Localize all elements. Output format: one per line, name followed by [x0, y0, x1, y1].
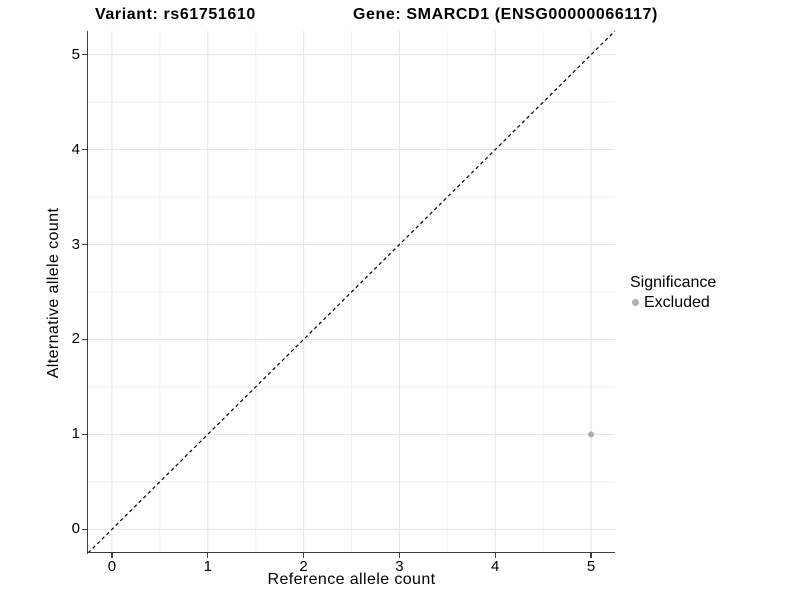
y-tick-label: 1	[71, 425, 80, 443]
y-tick-mark	[82, 243, 87, 246]
y-tick-mark	[82, 338, 87, 341]
excluded-point-icon	[632, 299, 639, 306]
legend-entry-label: Excluded	[644, 294, 710, 311]
legend: Significance Excluded	[630, 273, 716, 312]
y-tick-mark	[82, 433, 87, 436]
y-tick-mark	[82, 148, 87, 151]
x-tick-mark	[494, 553, 496, 559]
x-tick-label: 0	[107, 558, 117, 575]
legend-entry-excluded: Excluded	[630, 293, 716, 312]
x-tick-label: 3	[395, 558, 404, 575]
y-tick-mark	[82, 54, 87, 56]
y-tick-label: 4	[71, 140, 80, 158]
x-tick-mark	[302, 553, 305, 559]
x-tick-label: 2	[299, 558, 308, 575]
data-point	[588, 431, 595, 438]
x-tick-mark	[590, 553, 592, 559]
y-tick-label: 0	[71, 520, 80, 538]
y-axis-label: Alternative allele count	[45, 207, 62, 379]
x-tick-label: 1	[203, 558, 212, 575]
plot-canvas	[88, 31, 615, 553]
x-tick-mark	[111, 553, 113, 559]
y-tick-label: 5	[71, 45, 80, 63]
y-tick-label: 2	[71, 330, 80, 348]
x-tick-mark	[398, 553, 401, 559]
y-tick-label: 3	[71, 235, 80, 253]
x-axis-line	[87, 552, 615, 554]
plot-title-gene: Gene: SMARCD1 (ENSG00000066117)	[353, 6, 658, 23]
identity-dashed-line	[88, 31, 615, 553]
x-tick-label: 5	[586, 558, 596, 575]
plot-title-variant: Variant: rs61751610	[95, 6, 256, 23]
y-axis-line	[87, 31, 89, 554]
x-tick-label: 4	[491, 558, 500, 575]
x-tick-mark	[207, 553, 209, 559]
x-axis-label: Reference allele count	[267, 571, 436, 588]
legend-title: Significance	[630, 274, 717, 291]
y-tick-mark	[82, 528, 87, 530]
plot-panel	[88, 31, 615, 553]
